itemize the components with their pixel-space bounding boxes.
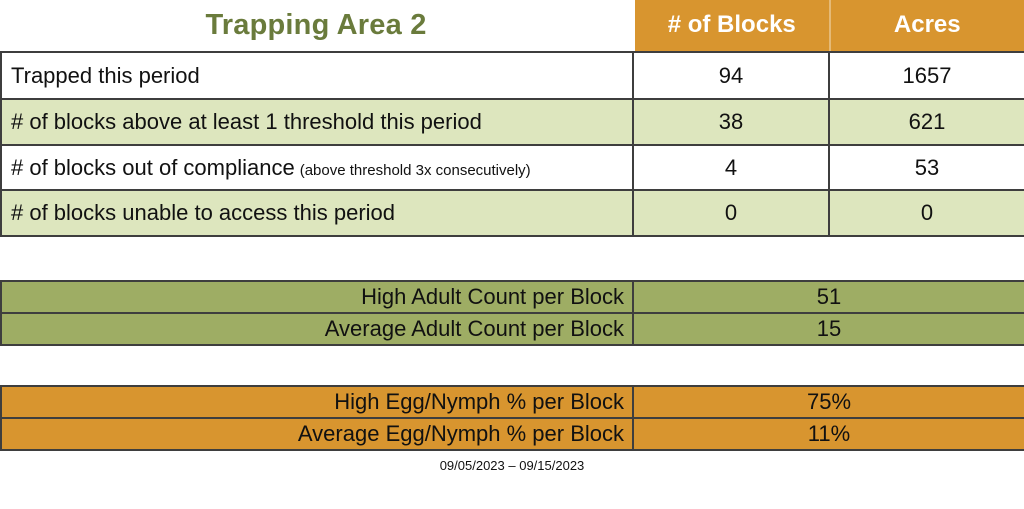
row-label-text: # of blocks unable to access this period	[11, 200, 396, 225]
column-headers: # of Blocks Acres	[635, 0, 1024, 51]
acres-value: 621	[828, 98, 1024, 146]
egg-nymph-table: High Egg/Nymph % per Block 75% Average E…	[0, 385, 1024, 451]
table-row: # of blocks above at least 1 threshold t…	[0, 98, 1024, 146]
table-row: # of blocks out of compliance (above thre…	[0, 144, 1024, 191]
adult-count-table: High Adult Count per Block 51 Average Ad…	[0, 280, 1024, 346]
header-row: Trapping Area 2 # of Blocks Acres	[0, 0, 1024, 51]
row-label-text: # of blocks out of compliance	[11, 154, 295, 180]
row-label: Trapped this period	[0, 51, 634, 100]
table-row: High Adult Count per Block 51	[0, 280, 1024, 314]
row-label-text: Trapped this period	[11, 62, 200, 88]
row-label: Average Egg/Nymph % per Block	[0, 417, 634, 451]
acres-value: 53	[828, 144, 1024, 191]
row-label: # of blocks above at least 1 threshold t…	[0, 98, 634, 146]
row-value: 11%	[632, 417, 1024, 451]
row-value: 51	[632, 280, 1024, 314]
table-row: High Egg/Nymph % per Block 75%	[0, 385, 1024, 419]
blocks-value: 0	[632, 189, 830, 237]
acres-value: 0	[828, 189, 1024, 237]
row-label: Average Adult Count per Block	[0, 312, 634, 346]
table-row: Trapped this period 94 1657	[0, 51, 1024, 100]
row-value: 75%	[632, 385, 1024, 419]
row-label-note: (above threshold 3x consecutively)	[299, 161, 531, 179]
page-title: Trapping Area 2	[0, 0, 632, 51]
row-label: # of blocks out of compliance (above thre…	[0, 144, 634, 191]
row-label: High Egg/Nymph % per Block	[0, 385, 634, 419]
col-header-blocks: # of Blocks	[667, 11, 796, 38]
table-row: # of blocks unable to access this period…	[0, 189, 1024, 237]
table-row: Average Adult Count per Block 15	[0, 312, 1024, 346]
col-header-acres: Acres	[828, 0, 1024, 51]
date-range: 09/05/2023 – 09/15/2023	[439, 458, 585, 473]
row-value: 15	[632, 312, 1024, 346]
acres-value: 1657	[828, 51, 1024, 100]
row-label-text: # of blocks above at least 1 threshold t…	[11, 109, 482, 134]
main-table: Trapped this period 94 1657 # of blocks …	[0, 51, 1024, 237]
row-label: # of blocks unable to access this period	[0, 189, 634, 237]
blocks-value: 38	[632, 98, 830, 146]
row-label: High Adult Count per Block	[0, 280, 634, 314]
table-row: Average Egg/Nymph % per Block 11%	[0, 417, 1024, 451]
blocks-value: 94	[632, 51, 830, 100]
blocks-value: 4	[632, 144, 830, 191]
